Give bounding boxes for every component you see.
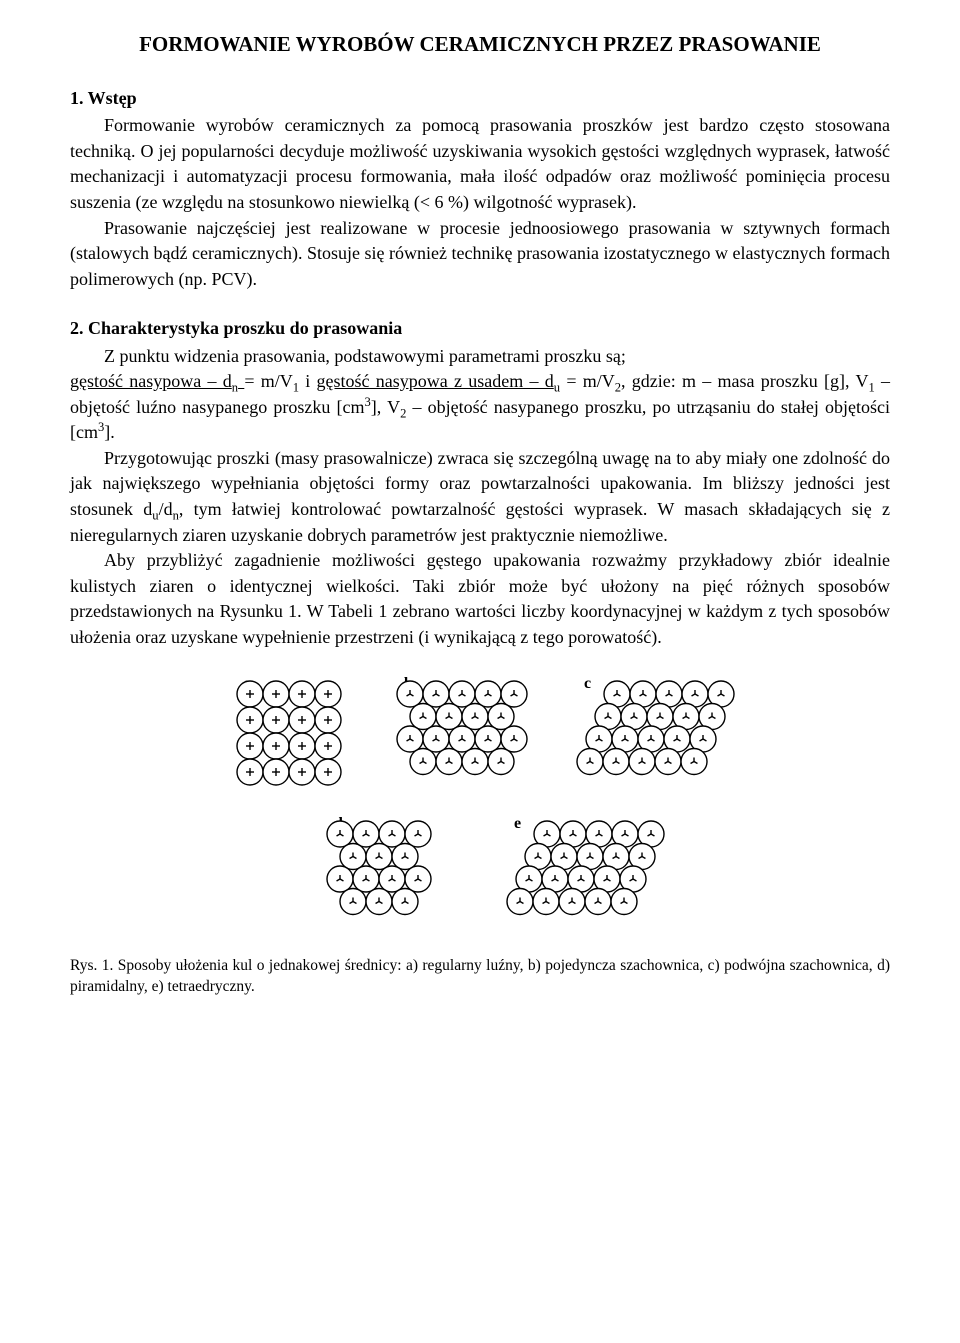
sub: n [232,381,238,395]
text: /d [159,499,173,519]
text: ]. [104,422,115,442]
section-2-head: 2. Charakterystyka proszku do prasowania [70,316,890,342]
page-title: FORMOWANIE WYROBÓW CERAMICZNYCH PRZEZ PR… [70,30,890,60]
text: Z punktu widzenia prasowania, podstawowy… [104,346,626,366]
section-2-p3: Aby przybliżyć zagadnienie możliwości gę… [70,548,890,650]
page: FORMOWANIE WYROBÓW CERAMICZNYCH PRZEZ PR… [0,0,960,1038]
text: gęstość nasypowa – d [70,371,232,391]
section-1-p1: Formowanie wyrobów ceramicznych za pomoc… [70,113,890,215]
section-2-p2: Przygotowując proszki (masy prasowalnicz… [70,446,890,548]
text: , tym łatwiej kontrolować powtarzalność … [70,499,890,545]
figure-1-svg: abcde [210,664,750,934]
text: gęstość nasypowa z usadem – d [317,371,554,391]
underline-term-1: gęstość nasypowa – dn [70,371,244,391]
figure-1-caption: Rys. 1. Sposoby ułożenia kul o jednakowe… [70,956,890,998]
text: i [299,371,317,391]
text: ], V [371,397,400,417]
section-1-head: 1. Wstęp [70,86,890,112]
section-2-p1: Z punktu widzenia prasowania, podstawowy… [70,344,890,446]
text: = m/V [244,371,292,391]
text: , gdzie: m – masa proszku [g], V [621,371,868,391]
text: = m/V [560,371,615,391]
figure-1: abcde [70,664,890,942]
svg-text:e: e [514,815,521,832]
underline-term-2: gęstość nasypowa z usadem – du [317,371,561,391]
section-1-p2: Prasowanie najczęściej jest realizowane … [70,216,890,293]
svg-text:c: c [584,675,591,692]
